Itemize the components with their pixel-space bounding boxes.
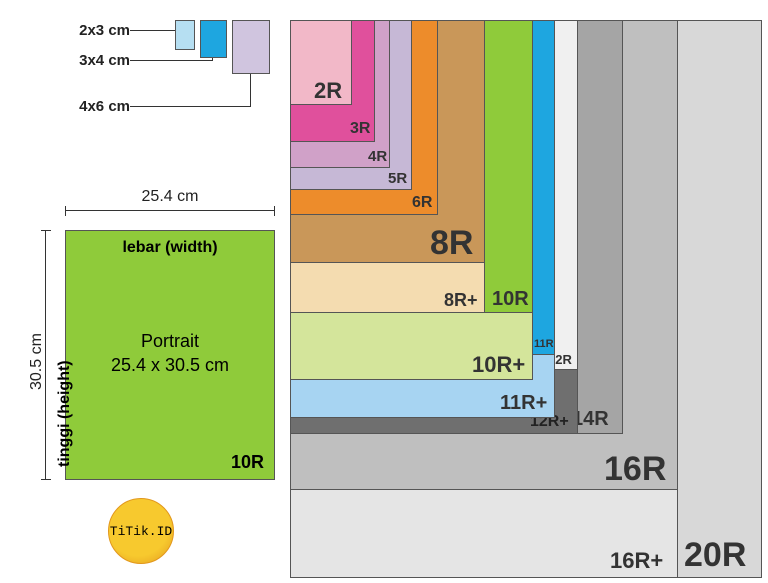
connector-3x4-v: [212, 58, 213, 61]
portrait-center-1: Portrait: [66, 331, 274, 352]
size-label-4r: 4R: [368, 148, 387, 165]
size-label-5r: 5R: [388, 170, 407, 187]
label-2x3: 2x3 cm: [40, 22, 130, 39]
titik-logo: TiTik.ID: [108, 498, 174, 564]
size-label-10r: 10R: [492, 288, 529, 311]
swatch-4x6: [232, 20, 270, 74]
size-label-3r: 3R: [350, 120, 370, 138]
portrait-example-box: lebar (width) tinggi (height) Portrait 2…: [65, 230, 275, 480]
size-label-16r: 16R: [604, 450, 666, 489]
photo-size-diagram: { "small_sizes": { "s1": { "label": "2x3…: [0, 0, 768, 583]
swatch-2x3: [175, 20, 195, 50]
size-label-8r: 8R: [430, 224, 473, 263]
swatch-3x4: [200, 20, 227, 58]
dim-label-width: 25.4 cm: [65, 188, 275, 206]
logo-text: TiTik.ID: [110, 524, 172, 539]
portrait-corner-label: 10R: [231, 452, 264, 473]
size-label-2r: 2R: [314, 78, 342, 104]
label-4x6: 4x6 cm: [40, 98, 130, 115]
nested-sizes-area: 20R16R+16R14R12R+12R11R+11R10R+10R8R+8R6…: [290, 20, 768, 583]
size-label-20r: 20R: [684, 536, 746, 575]
size-label-16rplus: 16R+: [610, 548, 663, 574]
dim-bar-width: [65, 210, 275, 211]
dim-label-height: 30.5 cm: [28, 333, 46, 390]
connector-4x6-h: [130, 106, 250, 107]
size-label-11rplus: 11R+: [500, 392, 547, 415]
size-label-6r: 6R: [412, 194, 432, 212]
portrait-height-text: tinggi (height): [56, 360, 74, 467]
label-3x4: 3x4 cm: [40, 52, 130, 69]
connector-3x4-h: [130, 60, 212, 61]
connector-4x6-v: [250, 74, 251, 107]
connector-2x3: [130, 30, 175, 31]
size-label-10rplus: 10R+: [472, 352, 525, 378]
size-label-11r: 11R: [534, 338, 554, 350]
portrait-width-text: lebar (width): [66, 239, 274, 257]
size-label-8rplus: 8R+: [444, 290, 478, 311]
portrait-center-2: 25.4 x 30.5 cm: [66, 355, 274, 376]
